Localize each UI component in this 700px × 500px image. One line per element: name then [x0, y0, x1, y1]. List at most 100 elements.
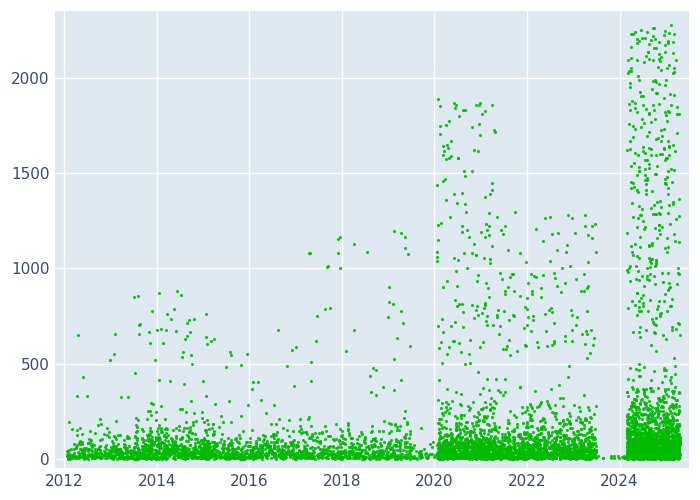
Point: [351, 435, 363, 443]
Point: [647, 440, 658, 448]
Point: [643, 454, 655, 462]
Point: [663, 440, 674, 448]
Point: [664, 450, 675, 458]
Point: [433, 376, 444, 384]
Point: [456, 348, 467, 356]
Point: [233, 439, 244, 447]
Point: [216, 412, 227, 420]
Point: [624, 452, 636, 460]
Point: [667, 416, 678, 424]
Point: [667, 450, 678, 458]
Point: [468, 146, 480, 154]
Point: [543, 444, 554, 452]
Point: [434, 452, 445, 460]
Point: [658, 432, 669, 440]
Point: [651, 438, 662, 446]
Point: [117, 454, 128, 462]
Point: [208, 443, 219, 451]
Point: [656, 150, 667, 158]
Point: [649, 444, 660, 452]
Point: [646, 439, 657, 447]
Point: [466, 123, 477, 131]
Point: [209, 449, 220, 457]
Point: [566, 448, 577, 456]
Point: [648, 436, 659, 444]
Point: [643, 428, 655, 436]
Point: [523, 444, 534, 452]
Point: [239, 453, 250, 461]
Point: [663, 450, 674, 458]
Point: [518, 430, 529, 438]
Point: [476, 448, 487, 456]
Point: [645, 256, 657, 264]
Point: [402, 418, 413, 426]
Point: [491, 314, 502, 322]
Point: [646, 442, 657, 450]
Point: [582, 444, 594, 452]
Point: [271, 430, 282, 438]
Point: [202, 443, 213, 451]
Point: [433, 322, 444, 330]
Point: [372, 444, 384, 452]
Point: [673, 432, 684, 440]
Point: [524, 453, 535, 461]
Point: [452, 453, 463, 461]
Point: [444, 410, 455, 418]
Point: [629, 150, 641, 158]
Point: [666, 326, 677, 334]
Point: [437, 410, 448, 418]
Point: [89, 428, 100, 436]
Point: [657, 440, 668, 448]
Point: [376, 452, 387, 460]
Point: [668, 444, 680, 452]
Point: [161, 426, 172, 434]
Point: [644, 160, 655, 168]
Point: [242, 453, 253, 461]
Point: [449, 100, 460, 108]
Point: [440, 441, 452, 449]
Point: [94, 446, 106, 454]
Point: [247, 444, 258, 452]
Point: [652, 432, 663, 440]
Point: [554, 449, 566, 457]
Point: [636, 448, 648, 456]
Point: [636, 452, 647, 460]
Point: [144, 450, 155, 458]
Point: [441, 438, 452, 446]
Point: [505, 452, 517, 460]
Point: [509, 446, 520, 454]
Point: [555, 446, 566, 454]
Point: [588, 433, 599, 441]
Point: [650, 170, 662, 178]
Point: [457, 454, 468, 462]
Point: [459, 200, 470, 208]
Point: [634, 441, 645, 449]
Point: [153, 436, 164, 444]
Point: [642, 454, 653, 462]
Point: [265, 446, 276, 454]
Point: [644, 406, 655, 413]
Point: [657, 426, 668, 434]
Point: [283, 447, 294, 455]
Point: [386, 450, 397, 458]
Point: [659, 452, 670, 460]
Point: [284, 450, 295, 458]
Point: [470, 454, 482, 462]
Point: [297, 446, 308, 454]
Point: [629, 445, 640, 453]
Point: [136, 449, 148, 457]
Point: [145, 440, 156, 448]
Point: [666, 437, 678, 445]
Point: [251, 444, 262, 452]
Point: [654, 440, 666, 448]
Point: [624, 454, 636, 462]
Point: [440, 451, 452, 459]
Point: [483, 436, 494, 444]
Point: [552, 246, 563, 254]
Point: [654, 444, 666, 452]
Point: [664, 438, 675, 446]
Point: [496, 448, 507, 456]
Point: [584, 446, 596, 454]
Point: [583, 450, 594, 458]
Point: [274, 453, 286, 461]
